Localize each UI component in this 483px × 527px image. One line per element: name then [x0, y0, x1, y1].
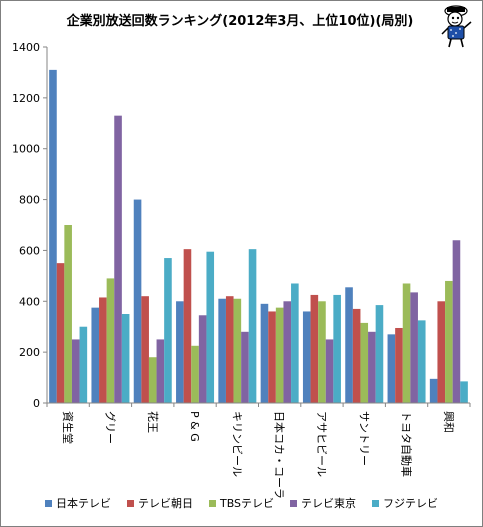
bar-4-5 [291, 283, 299, 403]
bar-1-8 [395, 327, 403, 403]
bar-4-0 [79, 326, 88, 403]
x-category-label: P & G [188, 411, 201, 442]
y-tick-label: 0 [33, 397, 40, 410]
bar-3-9 [452, 240, 461, 403]
bar-4-7 [375, 305, 384, 403]
bar-4-8 [417, 320, 426, 403]
legend-label: 日本テレビ [55, 497, 111, 510]
bar-3-0 [71, 339, 80, 403]
bar-3-2 [156, 339, 165, 403]
bar-2-0 [64, 225, 72, 403]
mascot-icon [441, 5, 472, 48]
bar-1-6 [310, 294, 319, 403]
bar-4-3 [206, 251, 215, 403]
bar-4-6 [333, 294, 341, 403]
bar-2-1 [106, 278, 115, 403]
legend-item: テレビ東京 [290, 494, 356, 512]
bar-3-5 [283, 301, 292, 403]
x-category-label: 日本コカ・コーラ [273, 411, 287, 499]
bar-1-3 [183, 249, 192, 403]
bar-4-1 [121, 314, 130, 403]
legend-item: TBSテレビ [208, 494, 275, 512]
legend-item: フジテレビ [372, 494, 438, 512]
y-tick-label: 1400 [12, 41, 40, 54]
x-category-label: トヨタ自動車 [400, 411, 414, 477]
bar-2-6 [318, 301, 326, 403]
bar-4-2 [164, 258, 172, 403]
bar-3-6 [325, 339, 334, 403]
bar-1-1 [99, 297, 107, 403]
legend-label: TBSテレビ [219, 497, 275, 510]
y-tick-label: 1200 [12, 92, 40, 105]
bar-0-7 [345, 287, 353, 403]
bar-1-2 [141, 296, 149, 403]
bar-2-7 [360, 322, 369, 403]
bar-2-3 [191, 345, 199, 403]
bar-1-9 [437, 301, 446, 403]
bar-3-8 [410, 292, 418, 403]
x-category-label: グリー [103, 411, 117, 444]
bar-1-7 [352, 308, 361, 403]
legend-label: テレビ朝日 [137, 497, 193, 510]
bar-0-2 [133, 199, 142, 403]
bar-2-8 [402, 283, 411, 403]
bar-0-4 [218, 298, 226, 403]
y-tick-label: 400 [19, 295, 40, 308]
legend: 日本テレビ テレビ朝日 TBSテレビ テレビ東京 フジテレビ [0, 494, 483, 512]
bar-3-4 [241, 331, 249, 403]
bar-0-9 [429, 378, 438, 403]
x-category-label: キリンビール [230, 411, 243, 477]
bar-3-1 [114, 115, 122, 404]
y-tick-label: 600 [19, 244, 40, 257]
bar-0-6 [302, 311, 311, 403]
legend-swatch [290, 499, 298, 507]
legend-label: フジテレビ [383, 497, 439, 510]
legend-swatch [372, 499, 380, 507]
bar-1-4 [225, 296, 234, 403]
bar-2-2 [148, 357, 157, 403]
bar-0-0 [49, 69, 57, 403]
x-category-label: 興和 [442, 411, 455, 433]
bar-4-9 [460, 381, 468, 403]
y-tick-label: 200 [19, 346, 40, 359]
bar-3-7 [368, 331, 376, 403]
legend-swatch [44, 499, 52, 507]
bar-2-5 [275, 307, 284, 403]
chart-title: 企業別放送回数ランキング(2012年3月、上位10位)(局別) [66, 14, 414, 29]
bar-1-0 [56, 263, 65, 403]
y-tick-label: 1000 [12, 143, 40, 156]
bar-0-3 [176, 301, 184, 403]
legend-item: テレビ朝日 [126, 494, 193, 512]
legend-swatch [208, 499, 216, 507]
legend-item: 日本テレビ [44, 494, 111, 512]
bar-1-5 [268, 311, 276, 403]
x-category-label: サントリー [357, 411, 370, 466]
x-category-label: 花王 [146, 411, 159, 433]
bar-2-4 [233, 298, 242, 403]
bar-0-1 [91, 307, 100, 403]
legend-label: テレビ東京 [301, 497, 357, 510]
bar-4-4 [248, 249, 257, 403]
bar-0-5 [260, 303, 269, 403]
y-tick-label: 800 [19, 194, 40, 207]
x-category-label: 資生堂 [61, 411, 75, 444]
bar-2-9 [445, 280, 453, 403]
legend-swatch [126, 499, 134, 507]
x-category-label: アサヒビール [315, 411, 328, 477]
bar-0-8 [387, 334, 396, 403]
bar-3-3 [198, 315, 207, 403]
